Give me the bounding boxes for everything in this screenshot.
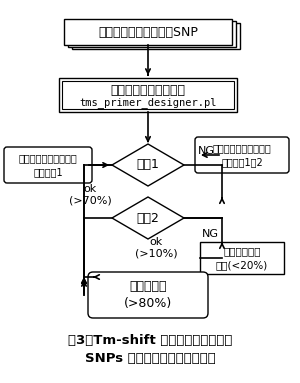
Bar	[59, 78, 237, 112]
Bar	[72, 23, 240, 49]
Text: 反応溶涵1、2: 反応溶涵1、2	[221, 157, 263, 167]
Text: NG: NG	[197, 146, 214, 156]
Text: ok
(>10%): ok (>10%)	[135, 237, 177, 259]
Text: プライマーの自動設計: プライマーの自動設計	[110, 83, 185, 97]
Text: 完全マッチプライマー: 完全マッチプライマー	[213, 143, 272, 153]
Text: 再検討または: 再検討または	[223, 246, 261, 256]
Text: 廃棄(<20%): 廃棄(<20%)	[216, 260, 268, 270]
Text: 試行2: 試行2	[136, 211, 159, 224]
Text: 反応溶涵1: 反応溶涵1	[33, 167, 63, 177]
Bar	[64, 19, 232, 45]
Bar	[62, 81, 234, 109]
Text: 任意のマーカー化対象SNP: 任意のマーカー化対象SNP	[98, 26, 198, 39]
FancyBboxPatch shape	[88, 272, 208, 318]
Text: ミスマッチプライマー: ミスマッチプライマー	[19, 153, 77, 163]
Bar	[68, 21, 236, 47]
Text: 試行1: 試行1	[136, 159, 159, 172]
Bar	[200, 242, 284, 274]
Text: ok
(>70%): ok (>70%)	[69, 184, 111, 206]
FancyBboxPatch shape	[195, 137, 289, 173]
Text: SNPs マーカー開発の標準工程: SNPs マーカー開発の標準工程	[85, 352, 215, 365]
Polygon shape	[112, 144, 184, 186]
Text: NG: NG	[202, 229, 218, 239]
Text: マーカー化: マーカー化	[129, 280, 167, 293]
Text: 嘶3．Tm-shift タイピング法による: 嘶3．Tm-shift タイピング法による	[68, 334, 232, 347]
Text: (>80%): (>80%)	[124, 298, 172, 311]
Polygon shape	[112, 197, 184, 239]
Text: tms_primer_designer.pl: tms_primer_designer.pl	[79, 98, 217, 108]
FancyBboxPatch shape	[4, 147, 92, 183]
